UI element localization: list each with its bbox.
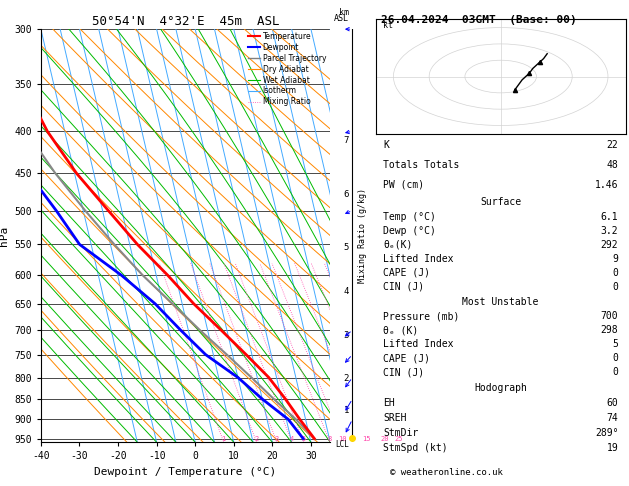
X-axis label: Dewpoint / Temperature (°C): Dewpoint / Temperature (°C) (94, 467, 277, 477)
Text: Hodograph: Hodograph (474, 383, 527, 393)
Text: Pressure (mb): Pressure (mb) (383, 311, 459, 321)
Text: 2: 2 (343, 374, 349, 383)
Text: 5: 5 (343, 243, 349, 252)
Text: EH: EH (383, 398, 395, 408)
Text: 25: 25 (394, 436, 403, 442)
Text: 298: 298 (601, 325, 618, 335)
Text: Mixing Ratio (g/kg): Mixing Ratio (g/kg) (359, 188, 367, 283)
Text: 22: 22 (606, 140, 618, 150)
Title: 50°54'N  4°32'E  45m  ASL: 50°54'N 4°32'E 45m ASL (92, 15, 279, 28)
Text: 1.46: 1.46 (595, 179, 618, 190)
Text: 289°: 289° (595, 428, 618, 438)
Text: Lifted Index: Lifted Index (383, 254, 454, 264)
Text: Temp (°C): Temp (°C) (383, 211, 436, 222)
Text: 15: 15 (362, 436, 371, 442)
Text: 10: 10 (338, 436, 347, 442)
Text: CAPE (J): CAPE (J) (383, 353, 430, 363)
Text: 5: 5 (302, 436, 306, 442)
Text: Most Unstable: Most Unstable (462, 297, 539, 307)
Text: 292: 292 (601, 240, 618, 250)
Text: θₑ (K): θₑ (K) (383, 325, 418, 335)
Text: SREH: SREH (383, 413, 406, 423)
Text: 4: 4 (290, 436, 294, 442)
Text: CIN (J): CIN (J) (383, 367, 424, 377)
Text: StmDir: StmDir (383, 428, 418, 438)
Text: 6: 6 (343, 190, 349, 199)
Text: θₑ(K): θₑ(K) (383, 240, 413, 250)
Text: 8: 8 (328, 436, 332, 442)
Text: 4: 4 (343, 287, 349, 296)
Text: 700: 700 (601, 311, 618, 321)
Text: 6.1: 6.1 (601, 211, 618, 222)
Text: 0: 0 (613, 353, 618, 363)
Text: 2: 2 (254, 436, 259, 442)
Text: LCL: LCL (335, 440, 349, 449)
Text: CAPE (J): CAPE (J) (383, 268, 430, 278)
Text: © weatheronline.co.uk: © weatheronline.co.uk (390, 468, 503, 477)
Text: PW (cm): PW (cm) (383, 179, 424, 190)
Text: 3: 3 (343, 330, 349, 340)
Text: 60: 60 (606, 398, 618, 408)
Text: 74: 74 (606, 413, 618, 423)
Text: Surface: Surface (480, 197, 521, 208)
Text: 3: 3 (275, 436, 279, 442)
Text: 0: 0 (613, 282, 618, 292)
Text: 1: 1 (221, 436, 226, 442)
Text: 20: 20 (380, 436, 389, 442)
Text: 7: 7 (343, 136, 349, 145)
Text: 9: 9 (613, 254, 618, 264)
Text: ASL: ASL (334, 14, 349, 23)
Text: 48: 48 (606, 160, 618, 170)
Text: 3.2: 3.2 (601, 226, 618, 236)
Text: Totals Totals: Totals Totals (383, 160, 459, 170)
Text: 1: 1 (343, 406, 349, 415)
Text: kt: kt (382, 20, 392, 30)
Y-axis label: hPa: hPa (0, 226, 9, 246)
Text: StmSpd (kt): StmSpd (kt) (383, 443, 448, 453)
Text: 0: 0 (613, 268, 618, 278)
Text: Lifted Index: Lifted Index (383, 339, 454, 349)
Text: 19: 19 (606, 443, 618, 453)
Text: 0: 0 (613, 367, 618, 377)
Text: K: K (383, 140, 389, 150)
Text: CIN (J): CIN (J) (383, 282, 424, 292)
Text: km: km (339, 8, 349, 17)
Text: 5: 5 (613, 339, 618, 349)
Text: 26.04.2024  03GMT  (Base: 00): 26.04.2024 03GMT (Base: 00) (381, 15, 576, 25)
Text: Dewp (°C): Dewp (°C) (383, 226, 436, 236)
Legend: Temperature, Dewpoint, Parcel Trajectory, Dry Adiabat, Wet Adiabat, Isotherm, Mi: Temperature, Dewpoint, Parcel Trajectory… (245, 29, 330, 109)
